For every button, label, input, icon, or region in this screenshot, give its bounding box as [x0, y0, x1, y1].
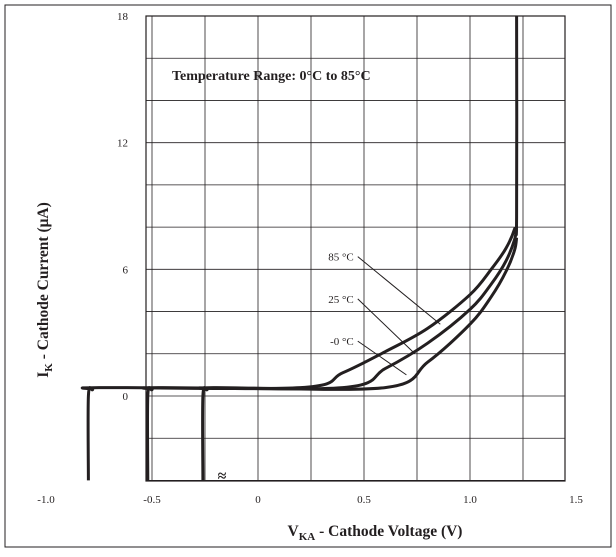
axis-break-mark: ≈	[218, 468, 227, 485]
y-axis-label-main: I	[35, 372, 52, 378]
x-tick-label: 0.5	[357, 494, 371, 506]
x-axis-label-sub: KA	[299, 531, 316, 543]
series-line-25-c	[141, 226, 519, 481]
curve-label: -0 °C	[330, 336, 354, 348]
x-axis-label: VKA - Cathode Voltage (V)	[288, 523, 463, 543]
x-tick-label: 1.5	[569, 494, 583, 506]
curve-label-leader	[357, 298, 416, 355]
grid	[146, 16, 565, 481]
x-axis-label-rest: - Cathode Voltage (V)	[315, 523, 462, 540]
y-tick-label: 6	[123, 264, 129, 276]
curve-labels: 85 °C 25 °C -0 °C	[328, 252, 441, 376]
temperature-range-annotation: Temperature Range: 0°C to 85°C	[172, 69, 371, 84]
curve-label-leader	[357, 340, 407, 376]
y-axis-label-rest: - Cathode Current (μA)	[35, 202, 52, 363]
series-lines	[80, 15, 519, 481]
tick-labels: -1.0 -0.5 0 0.5 1.0 1.5 0 6 12 18 ≈	[37, 11, 583, 506]
x-tick-label: -0.5	[143, 494, 161, 506]
curve-label: 85 °C	[328, 252, 354, 264]
curve-label: 25 °C	[328, 294, 354, 306]
y-axis-label: IK - Cathode Current (μA)	[35, 202, 55, 378]
x-tick-label: 0	[255, 494, 261, 506]
series-line-0-c	[197, 237, 519, 481]
x-tick-label: 1.0	[463, 494, 477, 506]
y-tick-label: 18	[117, 11, 129, 23]
x-tick-label: -1.0	[37, 494, 55, 506]
plot-area-border	[145, 15, 566, 482]
y-tick-label: 0	[123, 391, 129, 403]
y-axis-label-sub: K	[43, 363, 55, 372]
y-tick-label: 12	[117, 138, 128, 150]
figure-frame	[4, 4, 612, 548]
curve-label-leader	[357, 256, 441, 325]
x-axis-label-main: V	[288, 523, 300, 540]
